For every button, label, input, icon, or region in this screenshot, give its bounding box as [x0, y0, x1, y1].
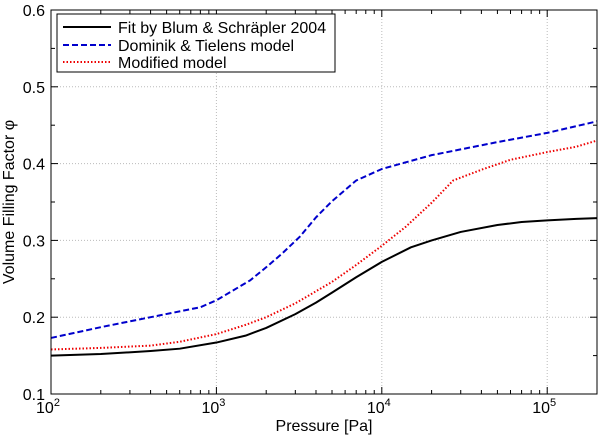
legend-label-dominik-tielens: Dominik & Tielens model	[118, 38, 294, 55]
series-line-dominik-tielens	[50, 120, 598, 339]
series-line-blum-fit	[50, 217, 598, 357]
y-axis-title: Volume Filling Factor φ	[1, 120, 18, 284]
grid	[51, 10, 597, 394]
x-tick-label: 105	[532, 397, 556, 417]
y-tick-label: 0.1	[23, 387, 45, 404]
x-tick-labels: 102 103 104 105	[36, 397, 556, 417]
y-tick-label: 0.6	[23, 3, 45, 20]
ticks	[50, 9, 597, 395]
legend-label-modified-model: Modified model	[118, 55, 227, 72]
legend-label-blum-fit: Fit by Blum & Schräpler 2004	[118, 20, 326, 37]
legend-box	[56, 13, 336, 73]
x-axis-title: Pressure [Pa]	[276, 418, 373, 435]
x-tick-label: 103	[201, 397, 225, 417]
x-tick-label: 104	[367, 397, 391, 417]
legend: Fit by Blum & Schräpler 2004 Dominik & T…	[56, 13, 336, 73]
y-tick-label: 0.3	[23, 233, 45, 250]
y-tick-label: 0.4	[23, 157, 45, 174]
series-layer	[50, 120, 598, 357]
y-tick-labels: 0.1 0.2 0.3 0.4 0.5 0.6	[23, 3, 45, 404]
y-tick-label: 0.5	[23, 80, 45, 97]
y-tick-label: 0.2	[23, 310, 45, 327]
series-line-modified-model	[50, 139, 598, 351]
